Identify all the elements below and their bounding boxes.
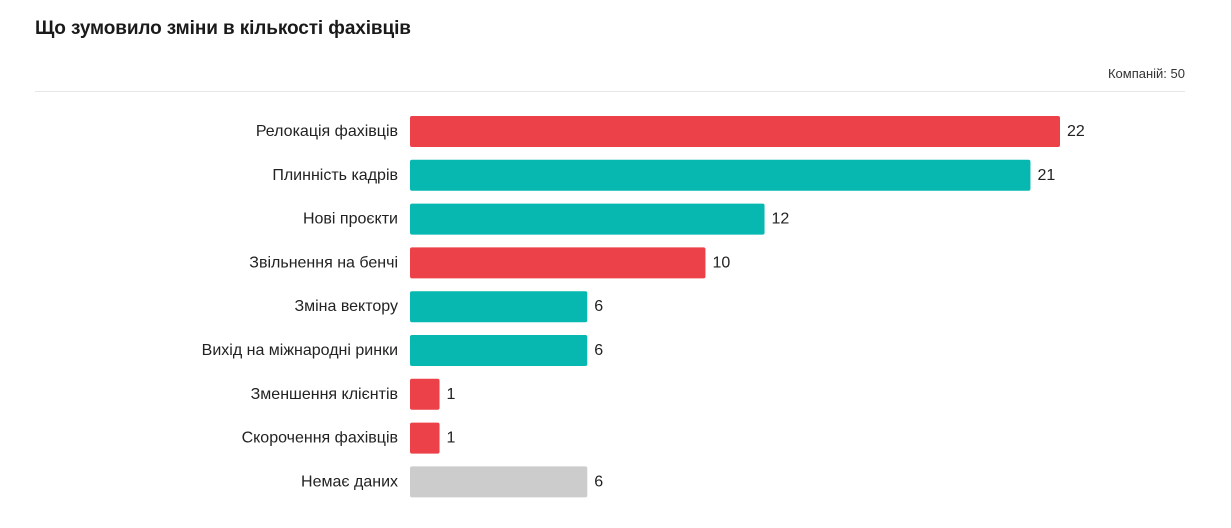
category-label: Нові проєкти [303, 211, 398, 228]
value-label: 1 [447, 386, 456, 403]
bar-row: Звільнення на бенчі 10 [249, 247, 730, 279]
value-label: 6 [594, 342, 603, 359]
category-label: Звільнення на бенчі [249, 254, 398, 271]
companies-count: Компаній: 50 [1107, 66, 1185, 81]
bar-row: Вихід на міжнародні ринки 6 [202, 335, 603, 366]
category-label: Зменшення клієнтів [251, 386, 398, 403]
value-label: 22 [1067, 123, 1085, 140]
category-label: Плинність кадрів [272, 167, 398, 184]
bar [410, 203, 765, 235]
value-label: 6 [594, 298, 603, 315]
bar [410, 247, 706, 279]
value-label: 21 [1037, 167, 1055, 184]
category-label: Немає даних [301, 473, 398, 490]
value-label: 12 [772, 211, 790, 228]
value-label: 10 [712, 254, 730, 271]
bar-row: Нові проєкти 12 [303, 203, 790, 235]
category-label: Скорочення фахівців [242, 430, 398, 447]
bar-row: Скорочення фахівців 1 [242, 422, 456, 454]
chart-title: Що зумовило зміни в кількості фахівців [35, 18, 411, 39]
category-label: Вихід на міжнародні ринки [202, 342, 398, 359]
bar-row: Немає даних 6 [301, 466, 603, 498]
bar [410, 422, 440, 454]
header-divider [35, 91, 1185, 92]
bar [410, 466, 588, 498]
bar-row: Зменшення клієнтів 1 [251, 378, 456, 410]
bar [410, 291, 588, 323]
value-label: 6 [594, 473, 603, 490]
bar-row: Плинність кадрів 21 [272, 159, 1055, 191]
bar [410, 116, 1060, 147]
bar-row: Зміна вектору 6 [294, 291, 603, 323]
bar [410, 159, 1031, 191]
category-label: Зміна вектору [294, 298, 398, 315]
bar-row: Релокація фахівців 22 [256, 116, 1085, 147]
category-label: Релокація фахівців [256, 123, 398, 140]
bar [410, 378, 440, 410]
bar [410, 335, 588, 366]
value-label: 1 [447, 430, 456, 447]
